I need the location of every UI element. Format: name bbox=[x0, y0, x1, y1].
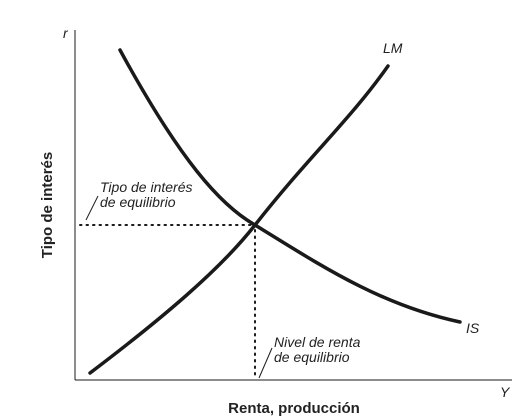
y-axis-symbol: r bbox=[63, 25, 69, 41]
annotation-line: Tipo de interés bbox=[100, 179, 192, 195]
annotation-line: de equilibrio bbox=[274, 349, 350, 365]
annotation-line: Nivel de renta bbox=[274, 334, 361, 350]
annotation-pointer bbox=[258, 347, 273, 379]
annotation-line: de equilibrio bbox=[100, 194, 176, 210]
x-axis-symbol: Y bbox=[500, 384, 511, 400]
lm-curve bbox=[88, 64, 390, 375]
y-axis-title: Tipo de interés bbox=[39, 152, 56, 258]
x-axis-title: Renta, producción bbox=[228, 400, 360, 417]
is-label: IS bbox=[466, 320, 480, 336]
lm-label: LM bbox=[383, 40, 403, 56]
annotation-pointer bbox=[85, 195, 99, 221]
